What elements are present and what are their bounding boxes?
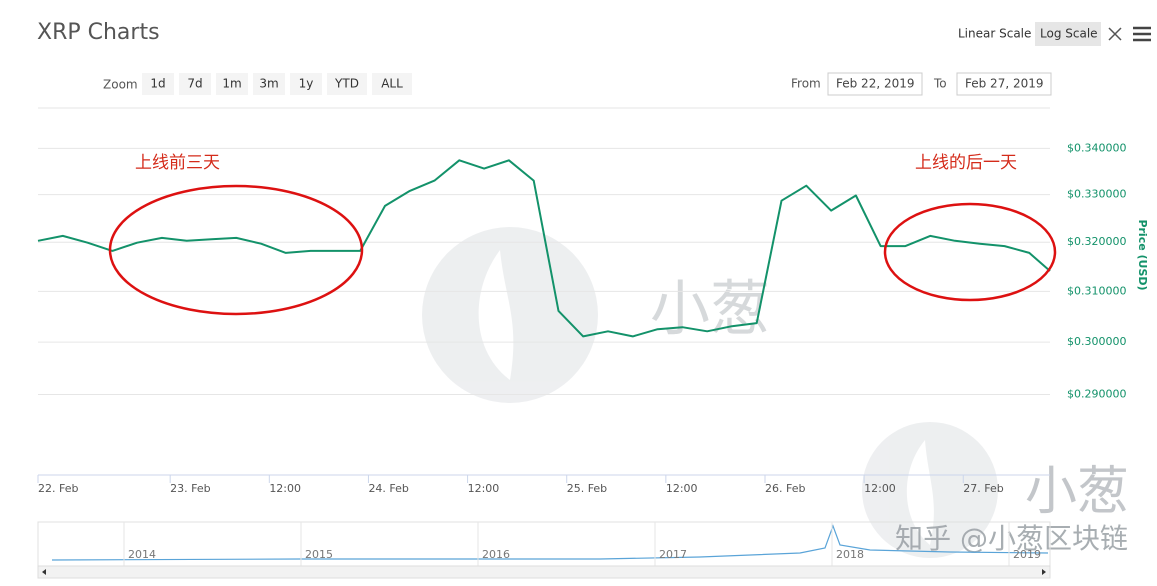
y-tick-label: $0.320000 (1067, 235, 1127, 248)
y-tick-label: $0.330000 (1067, 188, 1127, 201)
watermark (422, 227, 998, 558)
annotation: 上线的后一天 (915, 153, 1017, 173)
zoom-button[interactable] (327, 73, 367, 95)
x-tick-label: 24. Feb (368, 482, 408, 495)
linear-scale-button[interactable] (954, 22, 1032, 46)
zoom-group: 1d 7d 1m 3m 1y YTD ALL (142, 73, 412, 95)
zoom-button[interactable] (290, 73, 322, 95)
x-tick-label: 12:00 (269, 482, 301, 495)
x-tick-label: 23. Feb (170, 482, 210, 495)
x-tick-label: 12:00 (666, 482, 698, 495)
y-tick-label: $0.290000 (1067, 388, 1127, 401)
watermark-credit: 知乎 @小葱区块链 (895, 522, 1128, 555)
to-value: Feb 27, 2019 (965, 77, 1044, 91)
navigator-label: 2015 (305, 548, 333, 561)
x-tick-label: 25. Feb (567, 482, 607, 495)
y-tick-label: $0.300000 (1067, 335, 1127, 348)
zoom-button-label: 7d (187, 77, 202, 91)
highlight-ellipse (108, 184, 364, 316)
log-scale-label: Log Scale (1040, 27, 1098, 41)
zoom-button[interactable] (372, 73, 412, 95)
y-tick-label: $0.310000 (1067, 284, 1127, 297)
zoom-button[interactable] (142, 73, 174, 95)
menu-icon[interactable] (1133, 26, 1151, 42)
navigator-label: 2019 (1013, 548, 1041, 561)
x-tick-label: 22. Feb (38, 482, 78, 495)
zoom-label: Zoom (103, 78, 138, 92)
zoom-button[interactable] (253, 73, 285, 95)
zoom-button-label: 1m (222, 77, 241, 91)
plot-area: $0.290000 $0.300000 $0.310000 $0.320000 $0.3… (37, 141, 1127, 495)
zoom-button-label: 1y (299, 77, 314, 91)
zoom-button[interactable] (216, 73, 248, 95)
linear-scale-label: Linear Scale (958, 27, 1031, 41)
navigator-labels: 2014 2015 2016 2017 2018 2019 (123, 522, 1041, 566)
navigator-label: 2016 (482, 548, 510, 561)
from-value: Feb 22, 2019 (836, 77, 915, 91)
zoom-button-label: 1d (150, 77, 165, 91)
zoom-button-label: 3m (259, 77, 278, 91)
to-input[interactable] (956, 72, 1052, 96)
from-input[interactable] (827, 72, 923, 96)
from-label: From (791, 77, 821, 91)
log-scale-button[interactable] (1035, 22, 1101, 46)
highlight-ellipse (883, 202, 1057, 302)
zoom-button[interactable] (179, 73, 211, 95)
navigator-label: 2014 (128, 548, 156, 561)
zoom-button-label: ALL (381, 77, 403, 91)
annotation: 上线前三天 (135, 153, 220, 173)
watermark-logo-text-2: 小葱 (1025, 462, 1129, 522)
navigator-line (51, 524, 1049, 561)
scrollbar[interactable] (37, 565, 1051, 579)
y-axis-title: Price (USD) (1136, 219, 1149, 290)
navigator-label: 2018 (836, 548, 864, 561)
watermark-logo-text: 小葱 (650, 275, 770, 345)
x-tick-label: 27. Feb (963, 482, 1003, 495)
chart-title: XRP Charts (37, 20, 160, 45)
x-tick-label: 12:00 (468, 482, 500, 495)
zoom-button-label: YTD (334, 77, 359, 91)
x-tick-label: 26. Feb (765, 482, 805, 495)
y-tick-label: $0.340000 (1067, 141, 1127, 154)
to-label: To (933, 77, 947, 91)
navigator-label: 2017 (659, 548, 687, 561)
x-tick-label: 12:00 (864, 482, 896, 495)
fullscreen-icon[interactable] (1108, 27, 1122, 41)
